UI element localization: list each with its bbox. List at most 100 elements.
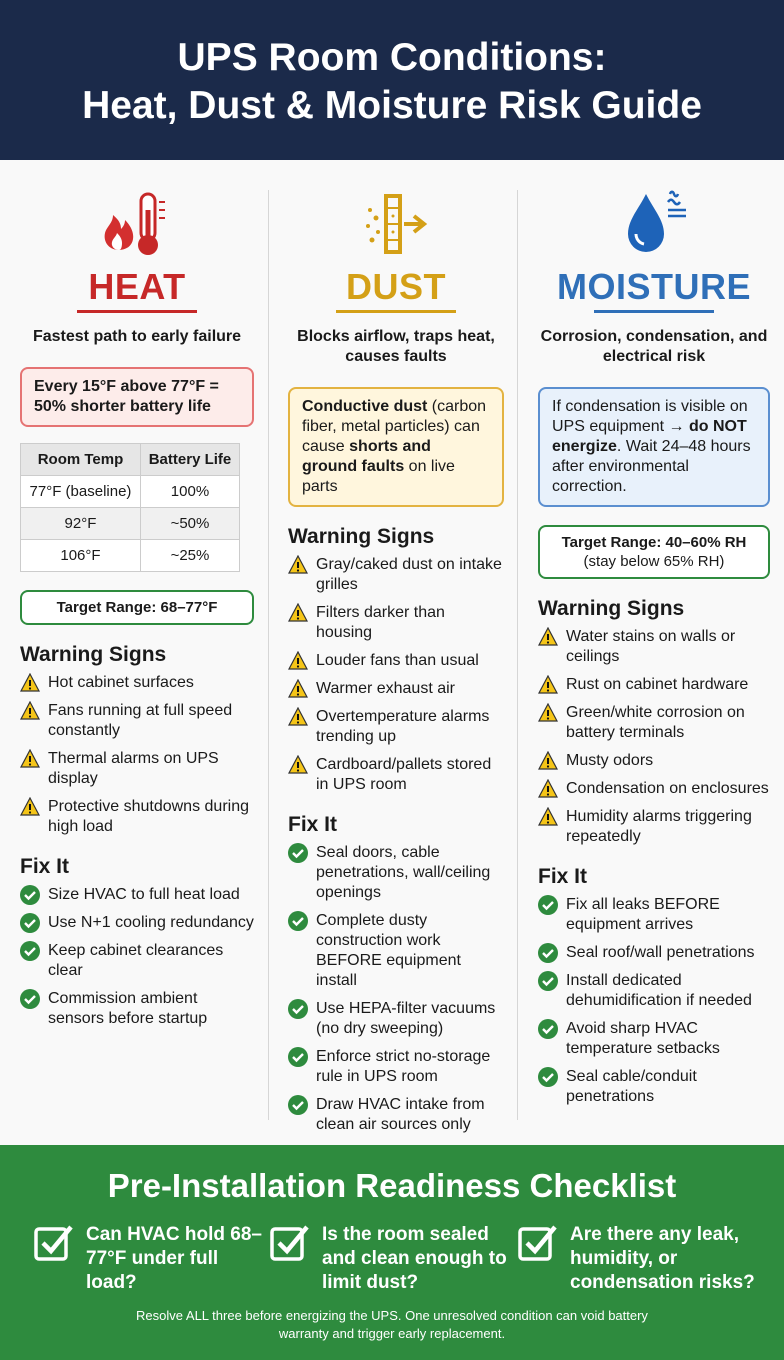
target-text: Target Range: 40–60% RH [561,534,747,551]
callout: Every 15°F above 77°F = 50% shorter batt… [20,367,254,427]
callout-text: If condensation is visible on UPS equipm… [552,398,748,435]
fix-text: Draw HVAC intake from clean air sources … [316,1096,485,1133]
divider [517,190,518,1120]
warning-item: Gray/caked dust on intake grilles [288,555,504,595]
table-row: 106°F ~25% [20,539,241,572]
warning-item: Condensation on enclosures [538,779,770,799]
warning-item: Humidity alarms triggering repeatedly [538,807,770,847]
fix-item: Seal cable/conduit penetrations [538,1067,770,1107]
title-underline [336,310,456,313]
warning-text: Warmer exhaust air [316,680,455,697]
checklist-text: Is the room sealed and clean enough to l… [322,1224,507,1293]
fix-text: Complete dusty construction work BEFORE … [316,912,461,989]
callout: Conductive dust (carbon fiber, metal par… [288,387,504,507]
warning-item: Hot cabinet surfaces [20,673,254,693]
warning-text: Hot cabinet surfaces [48,674,194,691]
fix-text: Seal doors, cable penetrations, wall/cei… [316,844,491,901]
warning-item: Thermal alarms on UPS display [20,749,254,789]
column-title: DUST [346,266,446,307]
table-cell: 100% [139,475,241,508]
callout-text: do NOT energize [552,418,747,455]
title-underline [77,310,197,313]
table-header-cell: Battery Life [139,443,241,476]
fix-text: Size HVAC to full heat load [48,886,240,903]
table-row: 92°F ~50% [20,507,241,540]
callout-text: shorts and ground faults [302,438,431,475]
warning-text: Condensation on enclosures [566,780,769,797]
fix-item: Fix all leaks BEFORE equipment arrives [538,895,770,935]
fix-text: Fix all leaks BEFORE equipment arrives [566,896,720,933]
callout-text: on live parts [302,458,455,495]
header: UPS Room Conditions: Heat, Dust & Moistu… [0,0,784,160]
fix-text: Use N+1 cooling redundancy [48,914,254,931]
warning-item: Green/white corrosion on battery termina… [538,703,770,743]
warning-item: Water stains on walls or ceilings [538,627,770,667]
target-range: Target Range: 68–77°F [20,590,254,625]
fix-text: Commission ambient sensors before startu… [48,990,208,1027]
warning-text: Protective shutdowns during high load [48,798,249,835]
callout-text: . Wait 24–48 hours after environmental c… [552,438,751,495]
table-header-cell: Room Temp [20,443,141,476]
section-heading: Fix It [20,855,70,878]
fix-item: Size HVAC to full heat load [20,885,254,905]
fix-item: Seal roof/wall penetrations [538,943,770,963]
title-line: Heat, Dust & Moisture Risk Guide [82,84,702,127]
warning-text: Overtemperature alarms trending up [316,708,490,745]
table-cell: 77°F (baseline) [20,475,141,508]
section-heading: Fix It [288,813,338,836]
fix-text: Enforce strict no-storage rule in UPS ro… [316,1048,491,1085]
warning-item: Louder fans than usual [288,651,504,671]
warning-text: Louder fans than usual [316,652,479,669]
section-heading: Fix It [538,865,588,888]
table-cell: 106°F [20,539,141,572]
fix-item: Enforce strict no-storage rule in UPS ro… [288,1047,504,1087]
callout: If condensation is visible on UPS equipm… [538,387,770,507]
table-cell: ~50% [139,507,241,540]
warning-text: Rust on cabinet hardware [566,676,749,693]
warning-text: Fans running at full speed constantly [48,702,233,739]
warning-text: Green/white corrosion on battery termina… [566,704,745,741]
fix-item: Use N+1 cooling redundancy [20,913,254,933]
table-row: 77°F (baseline) 100% [20,475,241,508]
column: HEAT Fastest path to early failure Every 1… [0,160,268,1145]
subtitle: Corrosion, condensation, and electrical … [540,328,768,365]
warning-item: Filters darker than housing [288,603,504,643]
warning-item: Overtemperature alarms trending up [288,707,504,747]
target-range: Target Range: 40–60% RH (stay below 65% R… [538,525,770,579]
warning-text: Thermal alarms on UPS display [48,750,219,787]
checklist-item: Can HVAC hold 68–77°F under full load? [34,1223,274,1295]
checklist-item: Is the room sealed and clean enough to l… [270,1223,510,1295]
warning-item: Cardboard/pallets stored in UPS room [288,755,504,795]
warning-text: Water stains on walls or ceilings [566,628,736,665]
icon [366,194,428,254]
fix-item: Complete dusty construction work BEFORE … [288,911,504,991]
warning-item: Rust on cabinet hardware [538,675,770,695]
column: DUST Blocks airflow, traps heat, causes f… [268,160,518,1145]
fix-text: Seal roof/wall penetrations [566,944,755,961]
checklist: Pre-Installation Readiness Checklist Res… [0,1145,784,1360]
fix-text: Keep cabinet clearances clear [48,942,224,979]
checklist-text: Can HVAC hold 68–77°F under full load? [86,1224,262,1293]
warning-text: Humidity alarms triggering repeatedly [566,808,752,845]
warning-text: Cardboard/pallets stored in UPS room [316,756,492,793]
column-title: HEAT [88,266,186,307]
fix-item: Draw HVAC intake from clean air sources … [288,1095,504,1135]
checklist-title: Pre-Installation Readiness Checklist [107,1167,677,1204]
table: Room Temp Battery Life 77°F (baseline) 100%… [20,443,241,572]
checklist-item: Are there any leak, humidity, or condens… [518,1223,758,1295]
divider [268,190,269,1120]
title-underline [594,310,714,313]
warning-item: Protective shutdowns during high load [20,797,254,837]
section-heading: Warning Signs [20,643,167,666]
table-cell: 92°F [20,507,141,540]
fix-text: Avoid sharp HVAC temperature setbacks [566,1020,720,1057]
column-title: MOISTURE [556,266,751,307]
callout-text: (carbon fiber, metal particles) can caus… [302,398,487,455]
warning-text: Musty odors [566,752,654,769]
callout-text: Conductive dust [302,398,428,415]
warning-item: Fans running at full speed constantly [20,701,254,741]
icon [628,190,686,252]
checklist-note: Resolve ALL three before energizing the … [136,1308,648,1341]
subtitle: Fastest path to early failure [32,328,242,345]
